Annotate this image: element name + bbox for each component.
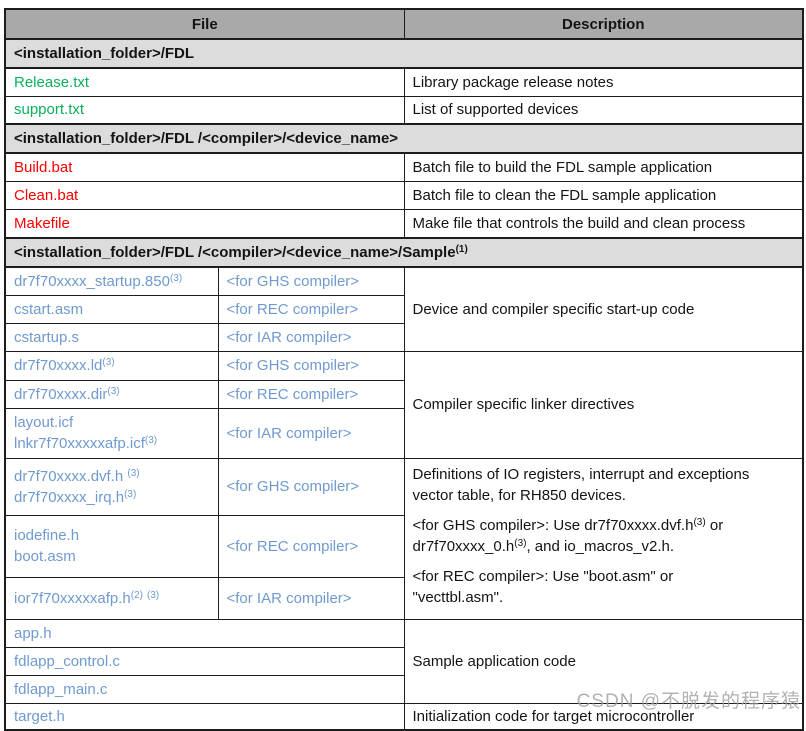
file-cell: ior7f70xxxxxafp.h(2) (3) (4, 576, 219, 620)
file-name-line2: dr7f70xxxx_irq.h (14, 488, 125, 506)
compiler-cell: <for GHS compiler> (217, 350, 405, 381)
file-cell: cstartup.s (4, 322, 219, 352)
table-header-row: File Description (4, 8, 804, 40)
footnote-ref: (3) (514, 537, 527, 549)
description-cell: Make file that controls the build and cl… (403, 208, 804, 239)
compiler-cell: <for REC compiler> (217, 294, 405, 324)
compiler-cell: <for GHS compiler> (217, 266, 405, 296)
table-row-release: Release.txt Library package release note… (4, 67, 804, 97)
file-cell: dr7f70xxxx.ld(3) (4, 350, 219, 381)
description-cell: Library package release notes (403, 67, 804, 97)
file-cell: fdlapp_main.c (4, 674, 405, 704)
compiler-cell: <for REC compiler> (217, 514, 405, 578)
table-row-iodefine: iodefine.h boot.asm <for REC compiler> (4, 514, 803, 578)
compiler-cell: <for GHS compiler> (217, 457, 405, 516)
table-row-startup: dr7f70xxxx_startup.850(3) <for GHS compi… (4, 266, 804, 352)
table-row-build: Build.bat Batch file to build the FDL sa… (4, 152, 804, 182)
description-cell-sample-code: Sample application code (403, 618, 804, 704)
file-cell: Release.txt (4, 67, 405, 97)
file-cell: Build.bat (4, 152, 405, 182)
description-paragraph: <for GHS compiler>: Use dr7f70xxxx.dvf.h… (412, 516, 724, 555)
section-row-compiler-device: <installation_folder>/FDL /<compiler>/<d… (4, 123, 804, 154)
section-title: <installation_folder>/FDL (4, 38, 804, 69)
table-row-control: fdlapp_control.c (4, 646, 803, 676)
footnote-ref: (3) (693, 516, 706, 528)
table-row-ior: ior7f70xxxxxafp.h(2) (3) <for IAR compile… (4, 576, 803, 620)
file-cell: dr7f70xxxx_startup.850(3) (4, 266, 219, 296)
section-title-text: <installation_folder>/FDL /<compiler>/<d… (14, 130, 399, 147)
file-cell: layout.icf lnkr7f70xxxxxafp.icf(3) (4, 407, 219, 459)
description-paragraph: Definitions of IO registers, interrupt a… (412, 465, 750, 504)
compiler-cell: <for IAR compiler> (217, 576, 405, 620)
table-row-target: target.h Initialization code for target … (4, 702, 804, 731)
file-name-line2: boot.asm (14, 548, 76, 566)
footnote-ref: (3) (127, 467, 140, 479)
file-cell: cstart.asm (4, 294, 219, 324)
footnote-ref: (3) (102, 357, 115, 368)
description-cell: List of supported devices (403, 95, 804, 125)
file-cell: dr7f70xxxx.dir(3) (4, 379, 219, 409)
section-title: <installation_folder>/FDL /<compiler>/<d… (4, 123, 804, 154)
description-cell-startup-code: Device and compiler specific start-up co… (403, 266, 804, 352)
file-name-line1: layout.icf (14, 414, 74, 431)
description-cell: Batch file to build the FDL sample appli… (403, 152, 804, 182)
section-title-text: <installation_folder>/FDL (14, 45, 195, 62)
table-row-support: support.txt List of supported devices (4, 95, 804, 125)
file-cell: Clean.bat (4, 180, 405, 210)
table-row-dvf: dr7f70xxxx.dvf.h (3) dr7f70xxxx_irq.h(3)… (4, 457, 804, 620)
compiler-cell: <for IAR compiler> (217, 407, 405, 459)
file-cell: support.txt (4, 95, 405, 125)
description-cell-linker-directives: Compiler specific linker directives (403, 350, 804, 459)
section-row-fdl: <installation_folder>/FDL (4, 38, 804, 69)
section-title-text: <installation_folder>/FDL /<compiler>/<d… (14, 244, 456, 261)
table-row-cstart: cstart.asm <for REC compiler> (4, 294, 803, 324)
table-row-icf: layout.icf lnkr7f70xxxxxafp.icf(3) <for … (4, 407, 803, 459)
table-row-app: app.h Sample application code (4, 618, 804, 704)
table-row-cstartup: cstartup.s <for IAR compiler> (4, 322, 803, 352)
file-column-header: File (4, 8, 405, 40)
footnote-ref: (3) (144, 435, 158, 446)
compiler-cell: <for REC compiler> (217, 379, 405, 409)
table-row-dir: dr7f70xxxx.dir(3) <for REC compiler> (4, 379, 803, 409)
table-row-clean: Clean.bat Batch file to clean the FDL sa… (4, 180, 804, 210)
footnote-ref: (3) (107, 385, 120, 397)
file-description-table: File Description <installation_folder>/F… (4, 8, 804, 731)
file-cell: target.h (4, 702, 405, 731)
file-name-line1: dr7f70xxxx.dvf.h (14, 467, 128, 485)
footnote-ref: (3) (146, 589, 160, 601)
description-cell: Batch file to clean the FDL sample appli… (403, 180, 804, 210)
table-row-makefile: Makefile Make file that controls the bui… (4, 208, 804, 239)
file-cell: app.h (4, 618, 405, 648)
footnote-ref: (2) (130, 589, 143, 601)
table-row-ld: dr7f70xxxx.ld(3) <for GHS compiler> Comp… (4, 350, 804, 459)
description-cell-io-registers: Definitions of IO registers, interrupt a… (403, 457, 804, 620)
file-name-line2: lnkr7f70xxxxxafp.icf (14, 435, 145, 452)
file-cell: dr7f70xxxx.dvf.h (3) dr7f70xxxx_irq.h(3) (4, 457, 219, 516)
compiler-cell: <for IAR compiler> (217, 322, 405, 352)
description-paragraph: <for REC compiler>: Use "boot.asm" or "v… (412, 567, 674, 606)
footnote-ref: (3) (124, 488, 137, 500)
footnote-ref: (3) (169, 272, 183, 284)
file-cell: fdlapp_control.c (4, 646, 405, 676)
section-title-footnote: (1) (455, 244, 468, 255)
file-cell: iodefine.h boot.asm (4, 514, 219, 578)
section-title: <installation_folder>/FDL /<compiler>/<d… (4, 237, 804, 268)
section-row-sample: <installation_folder>/FDL /<compiler>/<d… (4, 237, 804, 268)
file-cell: Makefile (4, 208, 405, 239)
description-column-header: Description (403, 8, 804, 40)
file-name-line1: iodefine.h (14, 527, 80, 545)
description-cell: Initialization code for target microcont… (403, 702, 804, 731)
